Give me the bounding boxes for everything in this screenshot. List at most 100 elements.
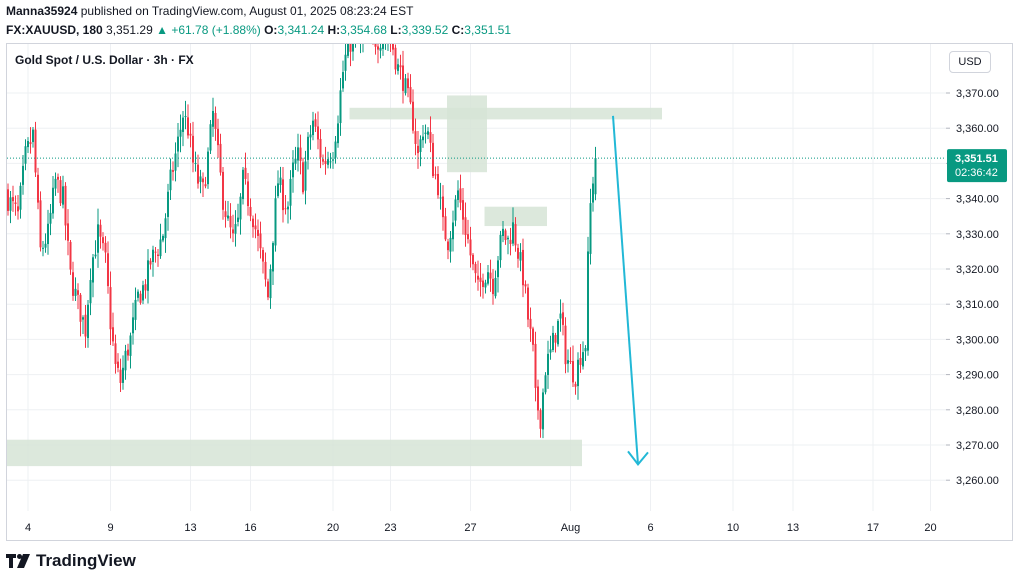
candle (297, 133, 299, 172)
candle-body (294, 158, 297, 164)
candle (17, 194, 19, 220)
candle-body (69, 241, 72, 270)
candle-body (434, 174, 437, 176)
candle-body (302, 162, 304, 193)
candle-body (574, 383, 577, 387)
time-axis-label: 10 (727, 522, 739, 534)
candle-body (167, 191, 169, 217)
currency-button[interactable]: USD (949, 51, 991, 73)
candle-body (189, 133, 192, 136)
candle (472, 252, 474, 271)
candle-body (417, 145, 419, 154)
candle (514, 217, 517, 252)
time-axis-label: 13 (787, 522, 799, 534)
candle (589, 188, 592, 265)
candle-body (49, 212, 52, 224)
chart-symbol-title: Gold Spot / U.S. Dollar · 3h · FX (15, 53, 194, 67)
candle (299, 134, 302, 175)
candle-body (62, 186, 64, 205)
candle (365, 19, 367, 36)
candle (349, 44, 352, 67)
candle (14, 195, 17, 216)
candle (282, 166, 284, 223)
candle-body (502, 228, 504, 236)
candle-body (247, 181, 249, 207)
candle-body (87, 304, 89, 338)
candle (184, 100, 187, 130)
candle (564, 317, 567, 374)
candle-body (374, 44, 377, 47)
candle (149, 258, 152, 270)
candle (204, 176, 207, 189)
candle (592, 176, 594, 212)
candle (207, 147, 209, 189)
candle-body (522, 249, 524, 286)
candle (152, 245, 154, 277)
candle (392, 44, 394, 56)
candle (219, 133, 222, 176)
candle (124, 344, 127, 380)
candle-body (242, 169, 244, 200)
candle (197, 154, 199, 189)
candle (89, 268, 92, 316)
candle (529, 307, 532, 342)
candle-body (442, 196, 444, 218)
candle-body (577, 359, 579, 387)
candle-body (232, 229, 234, 234)
candle (74, 277, 77, 302)
candle (162, 234, 164, 243)
candle (414, 118, 417, 156)
candle-body (427, 131, 429, 135)
candle-body (24, 146, 27, 164)
candle (347, 44, 349, 59)
candle (267, 278, 269, 301)
candle-body (412, 101, 414, 131)
candle-body (57, 176, 59, 180)
candle-body (587, 251, 589, 351)
candle (147, 249, 149, 304)
candle (272, 241, 274, 285)
candle-body (154, 251, 157, 253)
candle (317, 111, 319, 150)
candle-body (52, 187, 54, 214)
candle-body (367, 29, 369, 36)
price-change: +61.78 (+1.88%) (171, 23, 261, 37)
candle (287, 201, 289, 224)
candle-body (582, 352, 584, 367)
candle-body (169, 169, 172, 191)
candle-body (34, 129, 37, 173)
candle (79, 293, 82, 337)
candle (482, 273, 484, 299)
candle (374, 44, 377, 55)
candle (27, 137, 29, 154)
candle-body (569, 361, 572, 363)
candle-body (579, 357, 582, 365)
candle (387, 44, 389, 52)
candle-body (322, 159, 324, 162)
price-axis-label: 3,310.00 (956, 299, 999, 311)
price-axis-label: 3,300.00 (956, 334, 999, 346)
candle-body (355, 35, 357, 36)
candle (337, 115, 339, 148)
candle (342, 60, 344, 92)
candle-body (324, 160, 327, 164)
candle-body (339, 90, 342, 124)
candle (37, 167, 39, 210)
candle-body (17, 206, 19, 212)
candle-body (307, 136, 309, 160)
author-name[interactable]: Manna35924 (6, 4, 78, 18)
candle (517, 243, 519, 268)
candle (462, 187, 464, 235)
candle (42, 240, 44, 257)
candle-body (554, 335, 557, 343)
candle (357, 27, 359, 44)
candle-body (509, 239, 512, 244)
candle (362, 44, 364, 53)
candle-body (504, 230, 507, 241)
candle (352, 44, 354, 61)
candle (572, 345, 574, 388)
time-axis-label: 9 (107, 522, 113, 534)
candle-body (370, 30, 372, 34)
price-axis-label: 3,340.00 (956, 194, 999, 206)
